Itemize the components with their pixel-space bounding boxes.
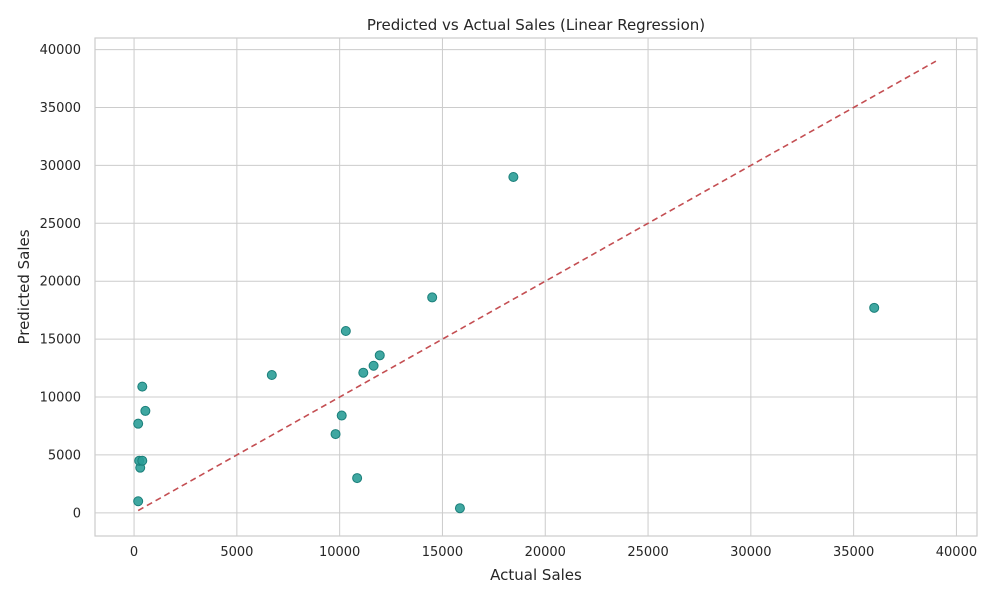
y-tick-label: 25000 bbox=[40, 217, 81, 232]
grid bbox=[95, 38, 977, 536]
plot-frame bbox=[94, 37, 978, 537]
data-point bbox=[330, 429, 341, 440]
data-point bbox=[374, 350, 385, 361]
y-tick-label: 40000 bbox=[40, 43, 81, 58]
data-point bbox=[427, 292, 438, 303]
y-tick-label: 30000 bbox=[40, 159, 81, 174]
data-point bbox=[133, 418, 144, 429]
x-tick-label: 10000 bbox=[319, 545, 360, 560]
y-axis-label: Predicted Sales bbox=[15, 229, 33, 344]
x-tick-label: 25000 bbox=[627, 545, 668, 560]
y-tick-label: 20000 bbox=[40, 275, 81, 290]
data-point bbox=[140, 405, 151, 416]
x-tick-label: 35000 bbox=[833, 545, 874, 560]
data-point bbox=[266, 370, 277, 381]
x-tick-label: 5000 bbox=[220, 545, 253, 560]
x-tick-label: 40000 bbox=[936, 545, 977, 560]
reference-line bbox=[137, 60, 937, 512]
y-axis-ticks: 0 5000 10000 15000 20000 25000 30000 35000 40000 bbox=[40, 43, 81, 521]
y-tick-label: 5000 bbox=[48, 448, 81, 463]
data-point bbox=[454, 503, 465, 514]
x-tick-label: 20000 bbox=[525, 545, 566, 560]
data-points bbox=[133, 171, 880, 514]
data-point bbox=[137, 455, 148, 466]
data-point bbox=[368, 360, 379, 371]
data-point bbox=[358, 367, 369, 378]
data-point bbox=[508, 171, 519, 182]
data-point bbox=[137, 381, 148, 392]
y-tick-label: 15000 bbox=[40, 333, 81, 348]
x-tick-label: 15000 bbox=[422, 545, 463, 560]
data-point bbox=[869, 302, 880, 313]
y-tick-label: 35000 bbox=[40, 101, 81, 116]
x-axis-ticks: 0 5000 10000 15000 20000 25000 30000 35000 40000 bbox=[130, 545, 977, 560]
data-point bbox=[336, 410, 347, 421]
chart-title: Predicted vs Actual Sales (Linear Regres… bbox=[367, 16, 705, 34]
data-point bbox=[352, 473, 363, 484]
y-tick-label: 0 bbox=[73, 506, 81, 521]
x-tick-label: 0 bbox=[130, 545, 138, 560]
data-point bbox=[340, 326, 351, 337]
y-tick-label: 10000 bbox=[40, 391, 81, 406]
data-point bbox=[133, 496, 144, 507]
x-tick-label: 30000 bbox=[730, 545, 771, 560]
x-axis-label: Actual Sales bbox=[490, 566, 582, 584]
